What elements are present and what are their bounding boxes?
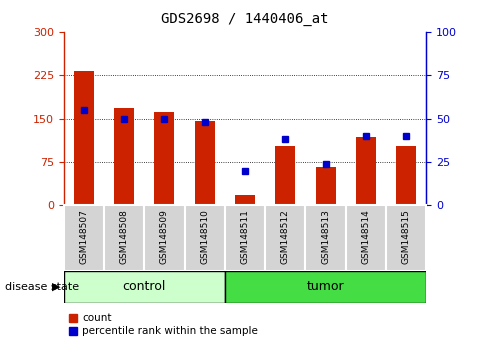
Text: GSM148515: GSM148515 bbox=[402, 209, 411, 264]
Text: GSM148508: GSM148508 bbox=[120, 209, 129, 264]
Bar bbox=[316, 167, 336, 205]
Text: ▶: ▶ bbox=[52, 282, 61, 292]
Bar bbox=[235, 195, 255, 205]
Bar bbox=[144, 205, 185, 271]
Text: GSM148513: GSM148513 bbox=[321, 209, 330, 264]
Text: tumor: tumor bbox=[307, 280, 344, 293]
Bar bbox=[265, 205, 305, 271]
Text: GSM148509: GSM148509 bbox=[160, 209, 169, 264]
Text: GSM148511: GSM148511 bbox=[241, 209, 249, 264]
Text: GSM148512: GSM148512 bbox=[281, 209, 290, 264]
Bar bbox=[64, 271, 225, 303]
Bar bbox=[154, 112, 174, 205]
Text: GDS2698 / 1440406_at: GDS2698 / 1440406_at bbox=[161, 12, 329, 27]
Legend: count, percentile rank within the sample: count, percentile rank within the sample bbox=[69, 313, 258, 336]
Bar bbox=[386, 205, 426, 271]
Text: disease state: disease state bbox=[5, 282, 79, 292]
Bar bbox=[225, 271, 426, 303]
Bar bbox=[396, 146, 416, 205]
Bar bbox=[356, 137, 376, 205]
Bar bbox=[104, 205, 144, 271]
Bar bbox=[64, 205, 104, 271]
Bar bbox=[305, 205, 346, 271]
Bar bbox=[185, 205, 225, 271]
Bar bbox=[346, 205, 386, 271]
Text: GSM148514: GSM148514 bbox=[361, 209, 370, 264]
Bar bbox=[114, 108, 134, 205]
Bar bbox=[225, 205, 265, 271]
Text: GSM148510: GSM148510 bbox=[200, 209, 209, 264]
Bar bbox=[74, 71, 94, 205]
Bar bbox=[195, 121, 215, 205]
Text: control: control bbox=[122, 280, 166, 293]
Text: GSM148507: GSM148507 bbox=[79, 209, 88, 264]
Bar bbox=[275, 146, 295, 205]
